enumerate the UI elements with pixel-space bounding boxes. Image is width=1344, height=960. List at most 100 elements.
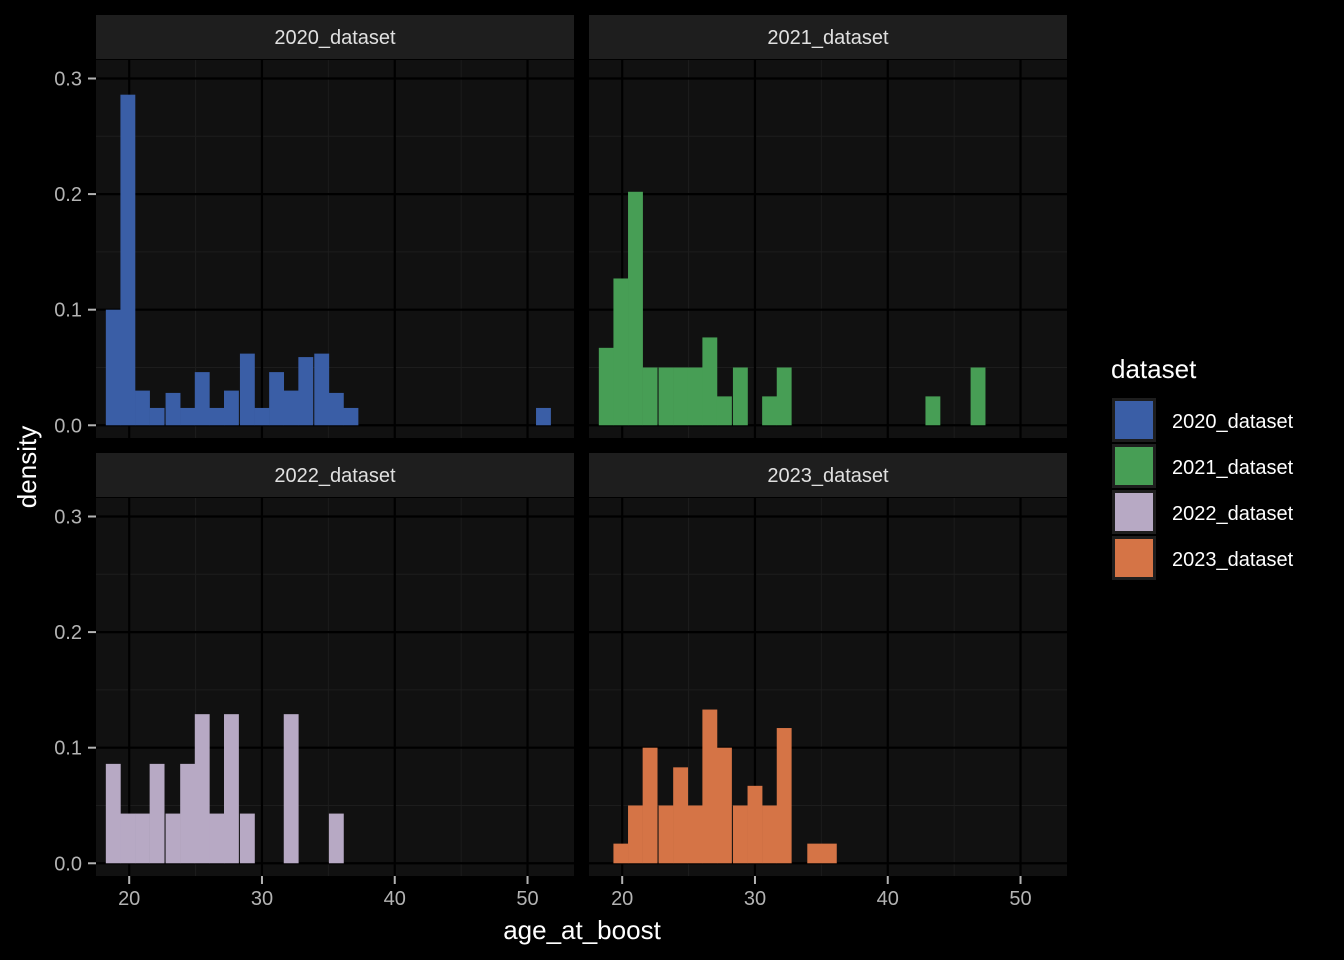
legend-entry-label: 2022_dataset xyxy=(1172,503,1294,525)
panel-background xyxy=(96,498,574,876)
histogram-bar xyxy=(732,367,748,426)
legend-swatch xyxy=(1115,493,1153,531)
histogram-bar xyxy=(149,407,165,426)
axes: 0.0 0.1 0.2 0.3 0.0 0.1 0.2 0.3 20 30 40 50 20 30 40 50 xyxy=(54,68,1031,910)
facet-panel: 2022_dataset xyxy=(96,453,574,876)
histogram-bar xyxy=(642,367,658,426)
y-tick-label: 0.3 xyxy=(54,68,82,90)
histogram-bar xyxy=(732,805,748,864)
legend-swatch xyxy=(1115,447,1153,485)
facet-strip-label: 2020_dataset xyxy=(274,27,396,49)
histogram-bar xyxy=(149,763,165,864)
legend-entry-label: 2023_dataset xyxy=(1172,549,1294,571)
histogram-bar xyxy=(180,407,196,426)
histogram-bar xyxy=(658,367,674,426)
histogram-bar xyxy=(807,843,823,864)
histogram-bar xyxy=(209,407,225,426)
histogram-bar xyxy=(283,714,299,864)
x-tick-label: 40 xyxy=(877,888,899,910)
legend-title: dataset xyxy=(1111,354,1197,384)
histogram-bar xyxy=(135,813,150,864)
histogram-bar xyxy=(702,709,718,864)
x-tick-label: 40 xyxy=(384,888,406,910)
x-tick-label: 50 xyxy=(1009,888,1031,910)
histogram-bar xyxy=(747,785,763,864)
histogram-bar xyxy=(209,813,225,864)
histogram-bar xyxy=(254,407,270,426)
histogram-bar xyxy=(298,357,314,426)
histogram-bar xyxy=(120,813,136,864)
histogram-bar xyxy=(613,278,629,426)
histogram-bar xyxy=(194,372,210,426)
histogram-bar xyxy=(239,353,255,426)
panel-background xyxy=(96,60,574,438)
facet-strip-label: 2022_dataset xyxy=(274,465,396,487)
facet-strip xyxy=(96,15,574,59)
x-tick-label: 30 xyxy=(251,888,273,910)
histogram-bar xyxy=(105,763,121,864)
histogram-bar xyxy=(673,367,689,426)
histogram-bar xyxy=(598,347,614,426)
histogram-bar xyxy=(314,353,330,426)
histogram-bar xyxy=(328,813,344,864)
histogram-bar xyxy=(925,396,941,426)
histogram-bar xyxy=(165,813,181,864)
facet-strip-label: 2023_dataset xyxy=(767,465,889,487)
y-tick-label: 0.1 xyxy=(54,300,82,322)
histogram-bar xyxy=(194,714,210,864)
y-tick-label: 0.2 xyxy=(54,622,82,644)
histogram-bar xyxy=(762,805,778,864)
histogram-bar xyxy=(687,367,703,426)
histogram-bar xyxy=(658,805,674,864)
histogram-bar xyxy=(536,407,551,426)
histogram-bar xyxy=(105,309,121,426)
histogram-bar xyxy=(628,191,643,426)
histogram-bar xyxy=(716,396,732,426)
x-tick-label: 50 xyxy=(516,888,538,910)
legend-swatch xyxy=(1115,539,1153,577)
histogram-bar xyxy=(239,813,255,864)
x-tick-label: 20 xyxy=(611,888,633,910)
histogram-bar xyxy=(776,728,792,864)
facet-strip xyxy=(589,453,1067,497)
histogram-bar xyxy=(762,396,778,426)
histogram-bar xyxy=(702,337,718,426)
legend-entry-label: 2020_dataset xyxy=(1172,411,1294,433)
facet-panels: 2020_dataset 2021_dataset 2022_dataset 2023… xyxy=(96,15,1067,876)
x-tick-label: 30 xyxy=(744,888,766,910)
histogram-bar xyxy=(970,367,986,426)
y-tick-label: 0.2 xyxy=(54,184,82,206)
histogram-bar xyxy=(223,714,239,864)
y-tick-label: 0.0 xyxy=(54,415,82,437)
histogram-bar xyxy=(776,367,792,426)
histogram-bar xyxy=(120,94,136,426)
facet-panel: 2020_dataset xyxy=(96,15,574,438)
histogram-bar xyxy=(135,390,150,426)
facet-strip-label: 2021_dataset xyxy=(767,27,889,49)
histogram-bar xyxy=(223,390,239,426)
y-tick-label: 0.1 xyxy=(54,738,82,760)
histogram-bar xyxy=(642,747,658,864)
legend-items: 2020_dataset 2021_dataset 2022_dataset 2023… xyxy=(1112,398,1294,580)
facet-strip xyxy=(589,15,1067,59)
legend-swatch xyxy=(1115,401,1153,439)
y-axis-title: density xyxy=(12,426,42,508)
histogram-bar xyxy=(821,843,837,864)
histogram-bar xyxy=(716,747,732,864)
legend-entry-label: 2021_dataset xyxy=(1172,457,1294,479)
facet-strip xyxy=(96,453,574,497)
histogram-bar xyxy=(328,392,344,426)
x-axis-title: age_at_boost xyxy=(503,915,661,945)
facet-panel: 2021_dataset xyxy=(589,15,1067,438)
histogram-bar xyxy=(628,805,643,864)
facet-panel: 2023_dataset xyxy=(589,453,1067,876)
histogram-bar xyxy=(165,392,181,426)
histogram-bar xyxy=(673,767,689,864)
histogram-bar xyxy=(687,805,703,864)
legend: dataset 2020_dataset 2021_dataset 2022_dat… xyxy=(1111,354,1294,580)
histogram-bar xyxy=(613,843,629,864)
y-tick-label: 0.3 xyxy=(54,506,82,528)
y-tick-label: 0.0 xyxy=(54,853,82,875)
histogram-bar xyxy=(283,390,299,426)
